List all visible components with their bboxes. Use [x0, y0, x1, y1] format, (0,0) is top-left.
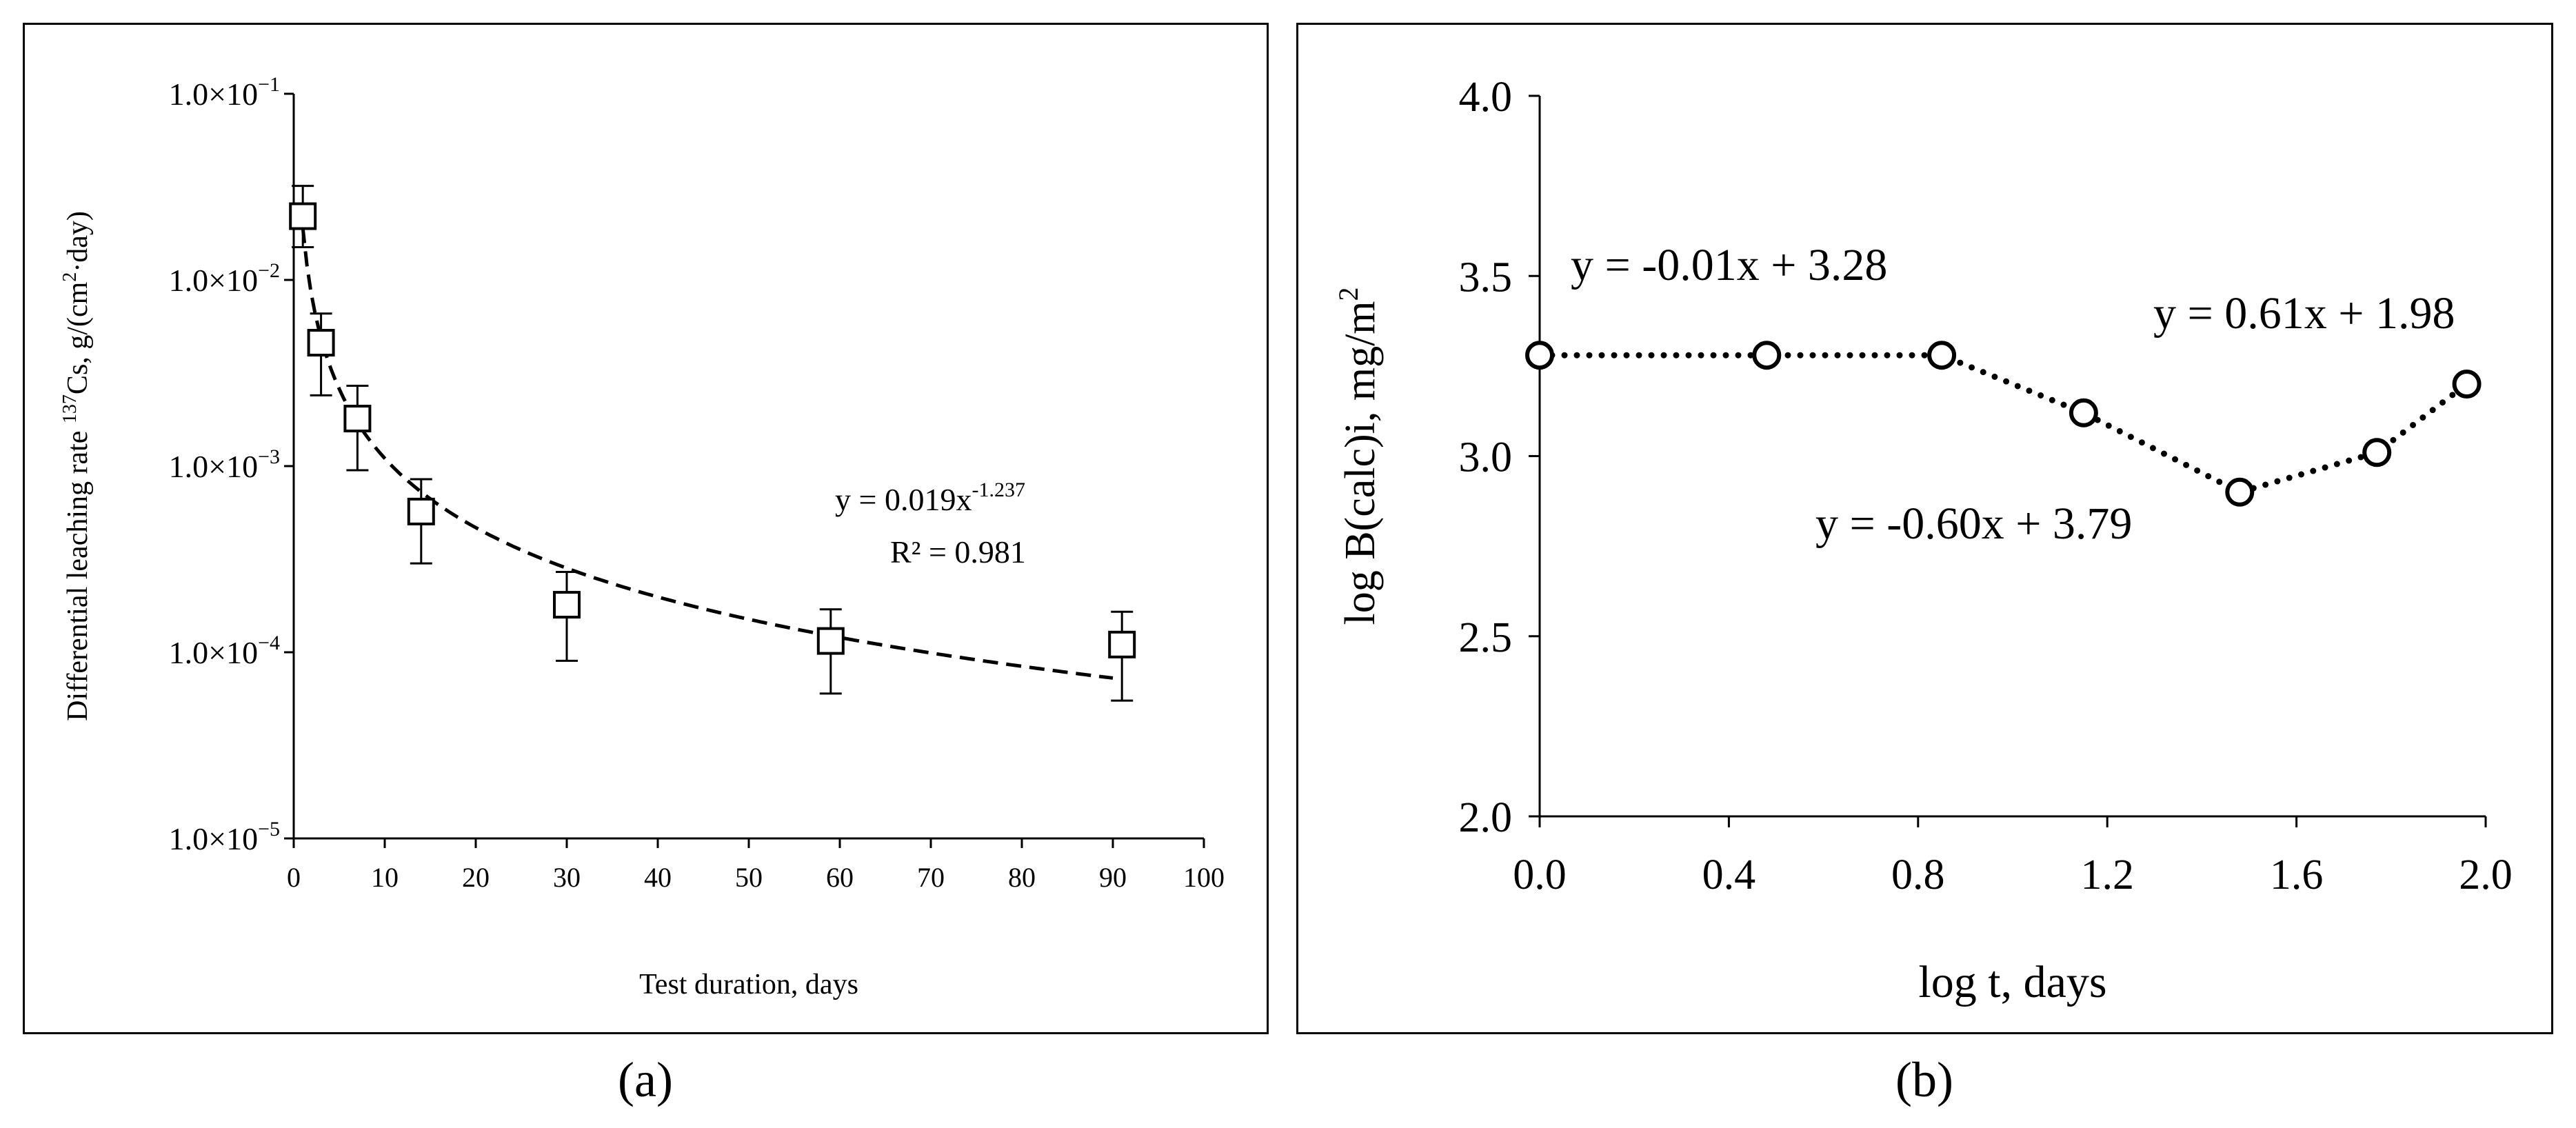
annotation-equation-3: y = -0.60x + 3.79 [1815, 498, 2132, 549]
y-tick-label-exp: −4 [258, 632, 280, 654]
chart-a-svg: 0 10 20 30 40 50 60 70 80 90 1001.0×10−11.0×10−21.… [59, 73, 1225, 1000]
data-point [1927, 341, 1957, 370]
x-tick-label: 10 [371, 862, 399, 893]
y-tick-label: 1.0×10−3 [169, 445, 280, 484]
x-axis-label: log t, days [1918, 957, 2106, 1007]
y-tick-label-exp: −3 [258, 445, 280, 468]
chart-panel-a: 0 10 20 30 40 50 60 70 80 90 100 1.0×10−1 1.0×10−2 1.… [23, 23, 1269, 1034]
data-point [343, 405, 372, 433]
y-axis-label-sup: 137 [59, 394, 81, 423]
x-tick-label: 0.8 [1891, 852, 1945, 898]
y-tick-label: 4.0 [1459, 74, 1513, 121]
y-axis-label-part: ·day) [62, 211, 94, 272]
x-tick-label: 2.0 [2459, 852, 2513, 898]
y-axis-label-part: log B(calc)i, mg/m [1337, 301, 1384, 625]
annotation-equation-2: y = 0.61x + 1.98 [2153, 288, 2455, 339]
caption-b: (b) [1895, 1052, 1953, 1107]
annotation-equation-1: y = -0.01x + 3.28 [1571, 240, 1887, 290]
y-axis-label: Differential leaching rate 137Cs, g/(cm2… [59, 211, 94, 721]
y-tick-label-base: 1.0×10 [169, 263, 258, 298]
data-point [2069, 398, 2098, 427]
data-point [553, 591, 581, 619]
y-tick-label: 1.0×10−5 [169, 818, 280, 856]
series-line [1536, 352, 2471, 496]
y-axis-label-sup: 2 [59, 272, 81, 282]
y-tick-label-base: 1.0×10 [169, 77, 258, 112]
x-tick-label: 0 [287, 862, 301, 893]
y-tick-label-exp: −5 [258, 818, 280, 840]
x-tick-label: 80 [1008, 862, 1036, 893]
y-axis-label-part: Cs, g/(cm [62, 281, 94, 394]
fit-r-squared: R² = 0.981 [890, 534, 1026, 570]
y-axis-label: log B(calc)i, mg/m2 [1333, 287, 1384, 625]
x-tick-label: 30 [553, 862, 581, 893]
chart-panel-b: 0.0 0.4 0.8 1.2 1.6 2.0 2.0 2.5 3.0 3.5 4.0 log t, … [1296, 23, 2553, 1034]
x-tick-label: 0.4 [1702, 852, 1756, 898]
fit-equation: y = 0.019x-1.237 [835, 479, 1025, 517]
data-point [1108, 630, 1136, 658]
y-tick-label-base: 1.0×10 [169, 635, 258, 670]
chart-b-svg: 0.0 0.4 0.8 1.2 1.6 2.0 2.0 2.5 3.0 3.5 4.0 log t, … [1333, 74, 2513, 1007]
x-tick-label: 40 [644, 862, 672, 893]
x-tick-label: 70 [917, 862, 945, 893]
fit-equation-base: y = 0.019x [835, 482, 972, 517]
y-tick-label: 1.0×10−1 [169, 73, 280, 112]
x-tick-label: 0.0 [1513, 852, 1567, 898]
y-tick-label-exp: −2 [258, 259, 280, 282]
fit-curve [301, 228, 1114, 680]
fit-equation-exp: -1.237 [972, 479, 1025, 501]
x-tick-label: 50 [735, 862, 763, 893]
x-tick-label: 100 [1183, 862, 1225, 893]
y-tick-label-base: 1.0×10 [169, 449, 258, 484]
data-point [2225, 477, 2255, 507]
data-point [2362, 438, 2392, 467]
data-point [816, 627, 845, 655]
y-tick-label: 3.5 [1459, 254, 1513, 301]
x-tick-label: 60 [826, 862, 854, 893]
y-tick-label-exp: −1 [258, 73, 280, 96]
x-tick-label: 90 [1099, 862, 1127, 893]
data-point [289, 202, 317, 230]
y-tick-label: 1.0×10−2 [169, 259, 280, 298]
x-tick-label: 20 [462, 862, 490, 893]
data-point [407, 497, 435, 525]
data-point [1752, 341, 1782, 370]
caption-a: (a) [618, 1052, 673, 1107]
y-tick-label-base: 1.0×10 [169, 821, 258, 856]
y-tick-label: 1.0×10−4 [169, 632, 280, 670]
x-axis-label: Test duration, days [639, 969, 858, 1000]
y-tick-label: 2.0 [1459, 794, 1513, 841]
y-tick-label: 2.5 [1459, 614, 1513, 661]
data-point [1525, 341, 1554, 370]
x-tick-label: 1.6 [2270, 852, 2324, 898]
data-point [2452, 370, 2482, 399]
x-tick-label: 1.2 [2080, 852, 2134, 898]
y-axis-label-part: Differential leaching rate [62, 423, 94, 721]
y-tick-label: 3.0 [1459, 434, 1513, 481]
y-axis-label-sup: 2 [1333, 287, 1364, 301]
data-point [307, 329, 335, 357]
